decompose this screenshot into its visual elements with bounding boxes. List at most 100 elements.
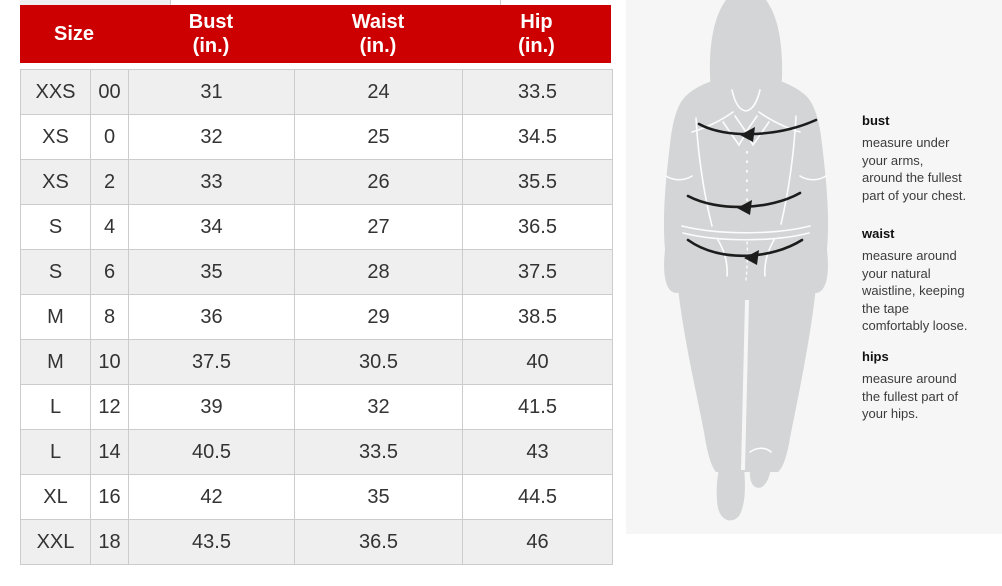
cell-waist: 24 xyxy=(294,69,463,115)
cell-waist: 36.5 xyxy=(294,519,463,565)
waist-arrowhead xyxy=(737,200,752,215)
cell-hip: 35.5 xyxy=(462,159,613,205)
header-cell-size: Size xyxy=(20,5,128,63)
remnant-cell xyxy=(171,0,501,5)
header-bust-unit: (in.) xyxy=(192,35,230,57)
guide-section-waist: waist measure around your natural waistl… xyxy=(862,226,1000,335)
table-row: XS 0 32 25 34.5 xyxy=(20,114,613,160)
cell-size-number: 00 xyxy=(90,69,129,115)
cell-size-letter: XXL xyxy=(20,519,91,565)
bust-instructions: measure under your arms, around the full… xyxy=(862,135,967,203)
cell-bust: 36 xyxy=(128,294,295,340)
size-chart-header: Size Bust (in.) Waist (in.) Hip (in.) xyxy=(20,5,611,63)
guide-section-bust: bust measure under your arms, around the… xyxy=(862,113,1000,204)
cell-hip: 37.5 xyxy=(462,249,613,295)
measurement-guide-panel: bust measure under your arms, around the… xyxy=(626,0,1002,534)
silhouette-back-foot xyxy=(749,438,772,488)
cell-bust: 33 xyxy=(128,159,295,205)
header-bust-label: Bust xyxy=(188,11,234,33)
hip-arrowhead xyxy=(744,250,759,265)
cell-size-number: 8 xyxy=(90,294,129,340)
cell-waist: 27 xyxy=(294,204,463,250)
cell-size-letter: XS xyxy=(20,114,91,160)
leg-gap-line xyxy=(741,299,749,471)
cell-size-number: 2 xyxy=(90,159,129,205)
cell-hip: 44.5 xyxy=(462,474,613,520)
cell-size-letter: M xyxy=(20,294,91,340)
table-top-remnant xyxy=(20,0,612,5)
remnant-cell xyxy=(501,0,612,5)
table-row: XS 2 33 26 35.5 xyxy=(20,159,613,205)
silhouette-right-arm xyxy=(791,94,829,294)
cell-size-number: 4 xyxy=(90,204,129,250)
header-waist-unit: (in.) xyxy=(359,35,397,57)
table-row: XXL 18 43.5 36.5 46 xyxy=(20,519,613,565)
cell-waist: 32 xyxy=(294,384,463,430)
cell-hip: 46 xyxy=(462,519,613,565)
bust-arrowhead xyxy=(740,127,755,142)
cell-waist: 30.5 xyxy=(294,339,463,385)
hips-instructions: measure around the fullest part of your … xyxy=(862,371,959,421)
header-hip-label: Hip xyxy=(520,11,553,33)
cell-hip: 34.5 xyxy=(462,114,613,160)
header-size-label: Size xyxy=(53,23,95,45)
cell-bust: 40.5 xyxy=(128,429,295,475)
cell-size-number: 10 xyxy=(90,339,129,385)
table-row: M 10 37.5 30.5 40 xyxy=(20,339,613,385)
cell-waist: 29 xyxy=(294,294,463,340)
cell-hip: 38.5 xyxy=(462,294,613,340)
cell-waist: 33.5 xyxy=(294,429,463,475)
cell-size-letter: S xyxy=(20,204,91,250)
cell-bust: 34 xyxy=(128,204,295,250)
silhouette-left-arm xyxy=(663,94,701,294)
cell-size-number: 0 xyxy=(90,114,129,160)
header-cell-waist: Waist (in.) xyxy=(294,5,462,63)
header-cell-bust: Bust (in.) xyxy=(128,5,294,63)
cell-size-number: 14 xyxy=(90,429,129,475)
table-row: XXS 00 31 24 33.5 xyxy=(20,69,613,115)
cell-waist: 35 xyxy=(294,474,463,520)
table-row: S 6 35 28 37.5 xyxy=(20,249,613,295)
cell-hip: 36.5 xyxy=(462,204,613,250)
header-hip-unit: (in.) xyxy=(518,35,555,57)
bust-label: bust xyxy=(862,113,890,128)
cell-size-letter: L xyxy=(20,429,91,475)
table-row: M 8 36 29 38.5 xyxy=(20,294,613,340)
cell-size-number: 18 xyxy=(90,519,129,565)
cell-bust: 32 xyxy=(128,114,295,160)
cell-hip: 43 xyxy=(462,429,613,475)
table-row: L 12 39 32 41.5 xyxy=(20,384,613,430)
guide-section-hips: hips measure around the fullest part of … xyxy=(862,349,1000,423)
cell-bust: 42 xyxy=(128,474,295,520)
table-row: S 4 34 27 36.5 xyxy=(20,204,613,250)
cell-bust: 31 xyxy=(128,69,295,115)
remnant-cell xyxy=(20,0,171,5)
cell-size-number: 12 xyxy=(90,384,129,430)
woman-silhouette-figure xyxy=(663,0,829,521)
cell-size-number: 6 xyxy=(90,249,129,295)
cell-hip: 33.5 xyxy=(462,69,613,115)
cell-bust: 39 xyxy=(128,384,295,430)
cell-size-letter: XS xyxy=(20,159,91,205)
cell-hip: 40 xyxy=(462,339,613,385)
silhouette-front-foot xyxy=(716,453,745,521)
cell-size-letter: L xyxy=(20,384,91,430)
cell-size-number: 16 xyxy=(90,474,129,520)
table-row: XL 16 42 35 44.5 xyxy=(20,474,613,520)
hips-label: hips xyxy=(862,349,889,364)
waist-label: waist xyxy=(862,226,895,241)
cell-size-letter: S xyxy=(20,249,91,295)
size-chart-table: XXS 00 31 24 33.5 XS 0 32 25 34.5 XS 2 3… xyxy=(20,69,613,565)
cell-waist: 25 xyxy=(294,114,463,160)
cell-waist: 26 xyxy=(294,159,463,205)
hip-arrow xyxy=(686,238,804,258)
cell-size-letter: XL xyxy=(20,474,91,520)
table-row: L 14 40.5 33.5 43 xyxy=(20,429,613,475)
cell-bust: 37.5 xyxy=(128,339,295,385)
cell-waist: 28 xyxy=(294,249,463,295)
cell-size-letter: XXS xyxy=(20,69,91,115)
cell-bust: 35 xyxy=(128,249,295,295)
cell-hip: 41.5 xyxy=(462,384,613,430)
header-waist-label: Waist xyxy=(351,11,405,33)
